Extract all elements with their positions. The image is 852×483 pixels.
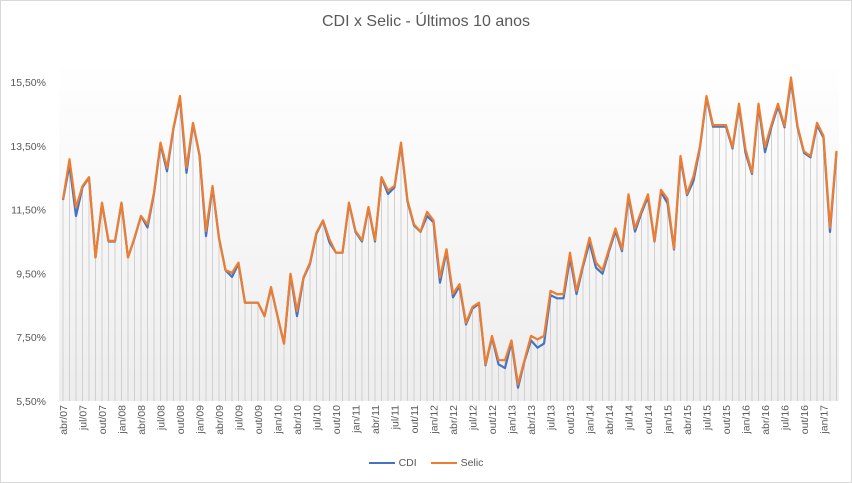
y-tick-label: 13,50% bbox=[10, 141, 46, 153]
x-tick-label: jul/08 bbox=[156, 405, 168, 431]
x-tick-label: jan/17 bbox=[819, 405, 831, 435]
series-lines bbox=[61, 76, 838, 389]
x-tick-label: abr/09 bbox=[214, 405, 226, 435]
x-tick-label: jul/16 bbox=[780, 405, 792, 431]
x-tick-label: out/14 bbox=[643, 405, 655, 434]
x-tick-label: jul/10 bbox=[312, 405, 324, 431]
x-tick-label: jul/13 bbox=[546, 405, 558, 431]
x-tick-label: jan/09 bbox=[195, 405, 207, 435]
x-tick-label: jul/12 bbox=[468, 405, 480, 431]
x-tick-label: jan/10 bbox=[273, 405, 285, 435]
x-tick-label: jul/09 bbox=[234, 405, 246, 431]
x-tick-label: out/11 bbox=[409, 405, 421, 434]
x-tick-label: jul/07 bbox=[78, 405, 90, 431]
x-tick-label: jan/11 bbox=[351, 405, 363, 434]
x-tick-label: abr/16 bbox=[760, 405, 772, 435]
y-tick-label: 5,50% bbox=[16, 396, 46, 408]
x-tick-label: out/09 bbox=[253, 405, 265, 434]
x-tick-label: jan/12 bbox=[429, 405, 441, 435]
x-tick-label: out/13 bbox=[565, 405, 577, 434]
legend-swatch-selic bbox=[430, 462, 457, 464]
x-tick-label: out/08 bbox=[175, 405, 187, 434]
x-tick-label: abr/10 bbox=[292, 405, 304, 435]
x-tick-label: abr/15 bbox=[682, 405, 694, 435]
x-tick-label: abr/08 bbox=[136, 405, 148, 435]
x-tick-label: jan/13 bbox=[507, 405, 519, 435]
x-tick-label: jul/14 bbox=[624, 405, 636, 431]
x-tick-label: out/10 bbox=[331, 405, 343, 434]
legend-label-selic: Selic bbox=[460, 457, 484, 469]
x-tick-label: out/07 bbox=[97, 405, 109, 434]
legend-item-selic: Selic bbox=[430, 457, 484, 469]
y-tick-label: 11,50% bbox=[11, 205, 46, 217]
series-line-selic bbox=[61, 76, 838, 386]
x-tick-label: jan/14 bbox=[585, 405, 597, 435]
x-tick-label: abr/13 bbox=[526, 405, 538, 435]
x-tick-label: abr/14 bbox=[604, 405, 616, 435]
y-tick-label: 15,50% bbox=[10, 77, 46, 89]
x-tick-label: out/15 bbox=[721, 405, 733, 434]
legend: CDI Selic bbox=[1, 457, 851, 469]
x-tick-label: jan/15 bbox=[663, 405, 675, 435]
legend-item-cdi: CDI bbox=[368, 457, 417, 469]
x-tick-label: abr/07 bbox=[58, 405, 70, 435]
x-tick-label: jul/11 bbox=[390, 405, 402, 430]
y-axis: 5,50% 7,50% 9,50% 11,50% 13,50% 15,50% bbox=[10, 77, 46, 408]
x-tick-label: out/12 bbox=[487, 405, 499, 434]
y-tick-label: 9,50% bbox=[16, 268, 46, 280]
drop-lines bbox=[62, 77, 837, 401]
x-tick-label: jul/15 bbox=[702, 405, 714, 431]
x-tick-label: out/16 bbox=[799, 405, 811, 434]
chart-title: CDI x Selic - Últimos 10 anos bbox=[321, 13, 531, 30]
x-tick-label: abr/12 bbox=[448, 405, 460, 435]
legend-swatch-cdi bbox=[368, 462, 395, 464]
x-tick-label: abr/11 bbox=[370, 405, 382, 434]
x-tick-label: jan/16 bbox=[741, 405, 753, 435]
x-axis: abr/07 jul/07 out/07 jan/08 abr/08 jul/08 out/… bbox=[58, 405, 831, 435]
x-tick-label: jan/08 bbox=[117, 405, 129, 435]
y-tick-label: 7,50% bbox=[16, 332, 46, 344]
plot-area bbox=[59, 61, 839, 401]
legend-label-cdi: CDI bbox=[398, 457, 417, 469]
